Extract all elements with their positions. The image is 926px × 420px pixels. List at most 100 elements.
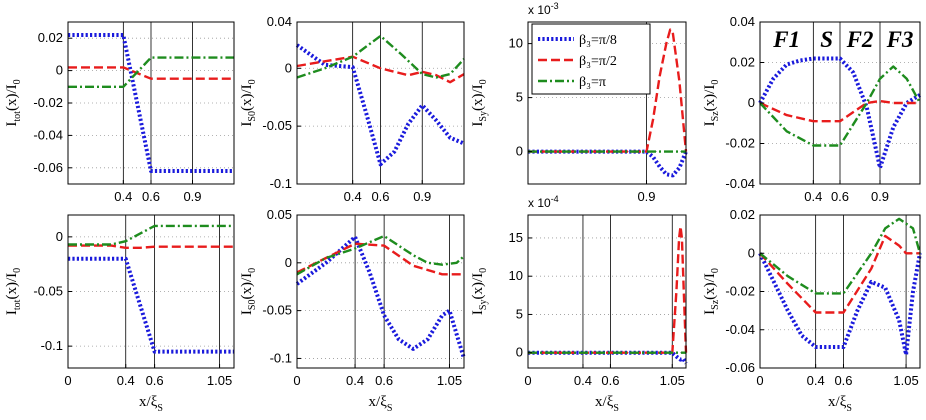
- y-axis-label-rest: (x)/I: [470, 273, 486, 300]
- series-line-s2: [528, 225, 688, 354]
- y-axis-label-main: I: [239, 122, 255, 127]
- y-axis-label-sub2: 0: [478, 268, 489, 273]
- x-tick-label: 0.9: [413, 189, 431, 204]
- y-tick-label: 0: [748, 95, 755, 110]
- y-axis-label-rest: (x)/I: [4, 84, 20, 111]
- legend-label-s2: β₃=π/2: [579, 54, 617, 69]
- y-axis-label: ISz(x)/I0: [702, 268, 721, 315]
- y-tick-label: -0.1: [41, 338, 63, 353]
- y-tick-label: 0.02: [38, 30, 63, 45]
- x-tick-label: 0.6: [601, 373, 619, 388]
- series-line-s1: [758, 56, 922, 170]
- y-axis-label: ISz(x)/I0: [702, 80, 721, 127]
- y-tick-label: 5: [516, 306, 523, 321]
- x-axis-label-main: x/ξ: [828, 394, 847, 410]
- y-tick-label: -0.02: [33, 95, 63, 110]
- y-axis-label-sub: S0: [247, 300, 258, 311]
- x-tick-label: 0: [64, 373, 71, 388]
- y-tick-label: 0.05: [267, 207, 292, 222]
- y-axis-label: IS0(x)/I0: [239, 268, 258, 315]
- x-axis-label-main: x/ξ: [369, 394, 388, 410]
- series-line-s2: [759, 99, 920, 123]
- y-tick-label: 5: [516, 90, 523, 105]
- x-tick-label: 0.9: [871, 189, 889, 204]
- x-axis-label-sub: S: [846, 403, 852, 414]
- y-axis-label-sub: Sz: [710, 299, 721, 310]
- y-axis-label-rest: (x)/I: [702, 273, 718, 300]
- region-labels: F1 S F2 F3: [772, 27, 913, 52]
- y-axis-label-sub2: 0: [247, 79, 258, 84]
- axis-multiplier-base: x 10: [528, 196, 551, 210]
- legend-label-s3: β₃=π: [579, 75, 606, 90]
- y-tick-label: -0.04: [725, 322, 755, 337]
- x-tick-label: 0.6: [142, 189, 160, 204]
- legend: β₃=π/8 β₃=π/2 β₃=π: [531, 23, 651, 95]
- x-tick-label: 1.05: [660, 373, 685, 388]
- y-tick-label: -0.05: [262, 118, 292, 133]
- series-line-s1: [295, 235, 466, 359]
- x-axis-label-main: x/ξ: [139, 394, 158, 410]
- y-tick-label: 0: [516, 345, 523, 360]
- x-tick-label: 0.6: [375, 373, 393, 388]
- axis-multiplier: x 10-3: [528, 1, 559, 17]
- y-tick-label: -0.06: [725, 360, 755, 375]
- axes-frame: [296, 214, 465, 369]
- y-axis-label: Itot(x)/I0: [4, 79, 23, 126]
- x-tick-label: 0.9: [637, 189, 655, 204]
- x-tick-label: 0.6: [834, 373, 852, 388]
- y-axis-label-sub2: 0: [710, 80, 721, 85]
- x-tick-label: 0.4: [807, 373, 825, 388]
- region-label-f3: F3: [886, 27, 914, 52]
- y-tick-label: 0: [56, 229, 63, 244]
- x-tick-label: 0.4: [344, 189, 362, 204]
- legend-label-s1: β₃=π/8: [579, 33, 617, 48]
- x-axis-label-sub: S: [387, 403, 393, 414]
- x-tick-label: 1.05: [207, 373, 232, 388]
- y-tick-label: 0.02: [730, 207, 755, 222]
- y-tick-label: 0: [516, 144, 523, 159]
- x-tick-label: 1.05: [437, 373, 462, 388]
- series-line-s2: [68, 244, 234, 250]
- y-axis-label-sub2: 0: [478, 79, 489, 84]
- y-tick-label: 10: [509, 268, 523, 283]
- x-tick-label: 0.6: [371, 189, 389, 204]
- series-line-s3: [296, 234, 465, 276]
- y-tick-label: 0: [56, 63, 63, 78]
- y-tick-label: 0: [285, 60, 292, 75]
- x-axis-label: x/ξS: [139, 394, 163, 414]
- x-axis-label-sub: S: [157, 403, 163, 414]
- y-axis-label-sub2: 0: [247, 268, 258, 273]
- x-tick-label: 0.4: [574, 373, 592, 388]
- series-line-s3: [68, 56, 234, 89]
- y-tick-label: -0.1: [270, 350, 292, 365]
- y-axis-label-sub: Sz: [710, 111, 721, 122]
- y-axis-label-main: I: [4, 310, 20, 315]
- y-axis-label-main: I: [702, 121, 718, 126]
- x-tick-label: 0.9: [183, 189, 201, 204]
- y-axis-label-rest: (x)/I: [702, 85, 718, 112]
- y-tick-label: 0.04: [730, 14, 755, 29]
- x-tick-label: 0: [524, 373, 531, 388]
- y-axis-label: ISy(x)/I0: [470, 79, 489, 126]
- y-axis-label-main: I: [470, 122, 486, 127]
- series-line-s3: [296, 34, 465, 79]
- y-tick-label: 10: [509, 36, 523, 51]
- axis-multiplier-exp: -3: [551, 1, 559, 11]
- y-axis-label: ISy(x)/I0: [470, 268, 489, 315]
- y-axis-label-rest: (x)/I: [4, 273, 20, 300]
- y-axis-label-main: I: [4, 122, 20, 127]
- x-axis-label-sub: S: [613, 403, 619, 414]
- x-tick-label: 0.6: [146, 373, 164, 388]
- plot-area: [528, 215, 686, 368]
- axis-multiplier-exp: -4: [551, 194, 559, 204]
- series-line-s2: [759, 234, 920, 314]
- y-axis-label-main: I: [470, 310, 486, 315]
- y-tick-label: -0.06: [33, 160, 63, 175]
- series-line-s1: [68, 256, 234, 354]
